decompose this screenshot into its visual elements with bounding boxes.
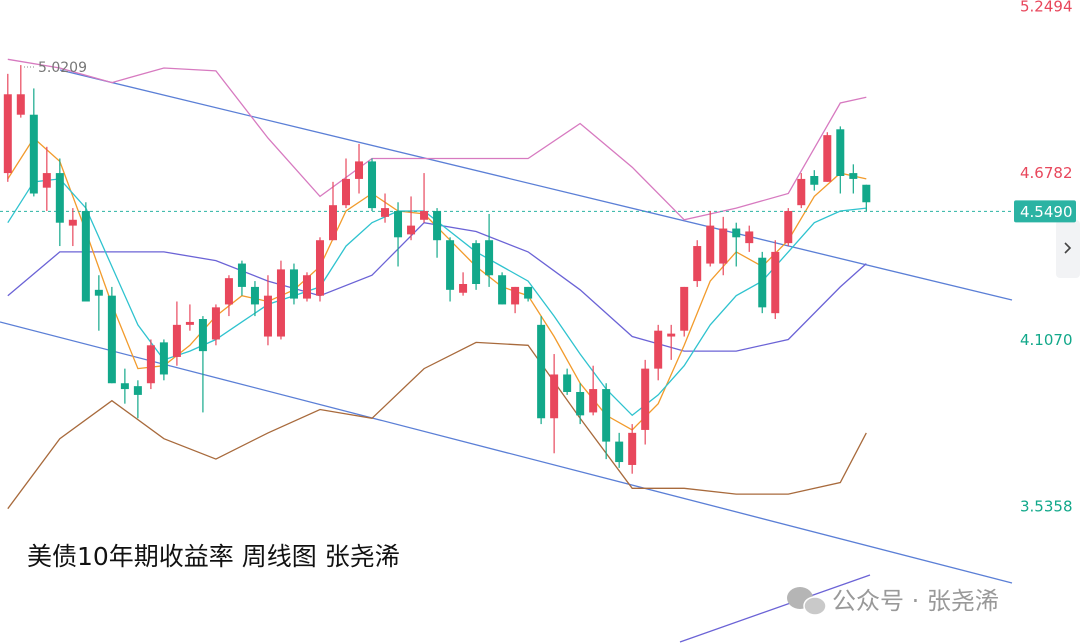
candle-body [706,225,715,264]
candle-body [94,289,103,296]
candle-body [654,330,663,369]
candle-body [16,94,25,115]
last-price-label: 4.5490 [1020,203,1073,221]
candle-body [459,283,468,293]
candle-body [55,173,64,223]
candle-body [394,211,403,238]
candle-body [146,345,155,384]
candle-body [511,286,520,305]
candle-body [771,251,780,314]
plot [0,58,1013,643]
candle-body [758,257,767,308]
candle-body [472,243,481,284]
candle-body [368,161,377,209]
candle-body [211,307,220,340]
candle-body [276,269,285,337]
candle-body [719,228,728,264]
y-tick-label: 4.1070 [1020,331,1073,349]
chevron-icon [1064,242,1072,254]
candle-body [68,219,77,226]
candle-body [381,208,390,217]
candle-body [641,368,650,430]
candle-body [224,278,233,305]
candle-body [237,263,246,287]
watermark: 公众号 · 张尧浠 [787,587,999,616]
high-marker: 5.0209 [38,60,87,76]
candle-body [107,295,116,384]
candle-body [680,286,689,331]
candle-body [263,295,272,337]
candle-body [849,173,858,179]
candle-body [407,225,416,235]
candle-body [198,319,207,352]
candle-body [433,211,442,241]
candle-body [563,374,572,392]
candle-body [342,178,351,206]
candle-body [667,333,676,337]
wechat-icon [803,596,827,616]
candle-body [615,441,624,463]
candle-body [693,246,702,282]
candle-body [29,114,38,194]
candle-body [42,173,51,188]
candle-body [745,231,754,244]
chart-title: 美债10年期收益率 周线图 张尧浠 [27,542,400,571]
candle-body [810,176,819,185]
indicator-line [7,222,867,352]
channel-line [59,69,1013,301]
candle-body [185,321,194,325]
y-tick-label: 4.6782 [1020,164,1073,182]
y-tick-label: 5.2494 [1020,0,1073,15]
candle-body [289,269,298,299]
candle-body [589,389,598,413]
indicator-line [7,58,867,221]
candle-body [823,135,832,182]
candle-body [628,432,637,465]
candle-body [524,286,533,299]
candle-body [302,275,311,299]
candle-body [836,129,845,177]
candle-body [797,178,806,206]
candle-body [485,240,494,276]
candle-body [446,240,455,290]
trend-line [679,574,871,643]
candle-body [3,94,12,174]
candle-body [537,324,546,419]
candle-body [120,383,129,390]
y-tick-label: 3.5358 [1020,498,1073,516]
candle-body [159,342,168,375]
candle-body [732,228,741,238]
candle-body [328,205,337,241]
last-price-box [1014,200,1076,223]
candle-body [172,324,181,357]
candle-body [602,389,611,442]
indicator-line [7,341,867,510]
candle-body [576,391,585,416]
candle-body [315,240,324,296]
candle-body [355,161,364,179]
candle-body [550,374,559,419]
watermark-text: 公众号 · 张尧浠 [832,587,999,615]
candle-body [250,286,259,305]
candle-body [133,386,142,395]
candle-body [498,275,507,305]
candle-body [862,184,871,203]
candle-body [420,211,429,220]
candle-body [81,211,90,302]
channel-line [0,321,1013,584]
candle-body [784,211,793,244]
